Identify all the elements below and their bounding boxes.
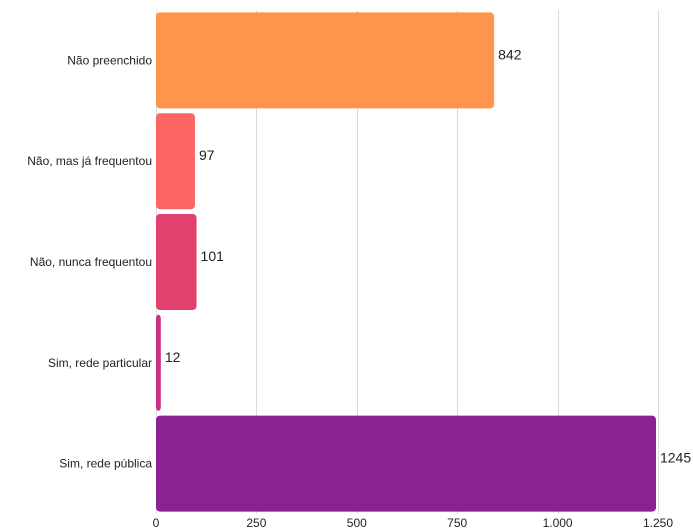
category-label: Sim, rede particular xyxy=(48,356,152,370)
value-label: 842 xyxy=(498,46,522,62)
value-label: 1245 xyxy=(660,450,691,466)
category-label: Não, nunca frequentou xyxy=(30,255,152,269)
category-label: Não preenchido xyxy=(67,53,152,67)
bar[interactable] xyxy=(156,113,195,210)
value-label: 101 xyxy=(201,248,225,264)
bar[interactable] xyxy=(156,12,495,109)
x-tick-label: 750 xyxy=(447,516,467,529)
value-label: 12 xyxy=(165,349,181,365)
x-tick-label: 500 xyxy=(347,516,367,529)
x-tick-label: 250 xyxy=(246,516,266,529)
category-label: Não, mas já frequentou xyxy=(27,154,152,168)
bar[interactable] xyxy=(156,314,161,411)
bar[interactable] xyxy=(156,415,656,512)
labels: 0 250 500 750 1.000 1.250 Não preenchido 842 Não… xyxy=(27,46,691,529)
x-tick-label: 1.000 xyxy=(543,516,573,529)
bars xyxy=(156,12,656,512)
x-tick-label: 0 xyxy=(153,516,160,529)
bar[interactable] xyxy=(156,214,197,310)
value-label: 97 xyxy=(199,147,215,163)
x-tick-label: 1.250 xyxy=(643,516,673,529)
category-label: Sim, rede pública xyxy=(59,457,152,471)
